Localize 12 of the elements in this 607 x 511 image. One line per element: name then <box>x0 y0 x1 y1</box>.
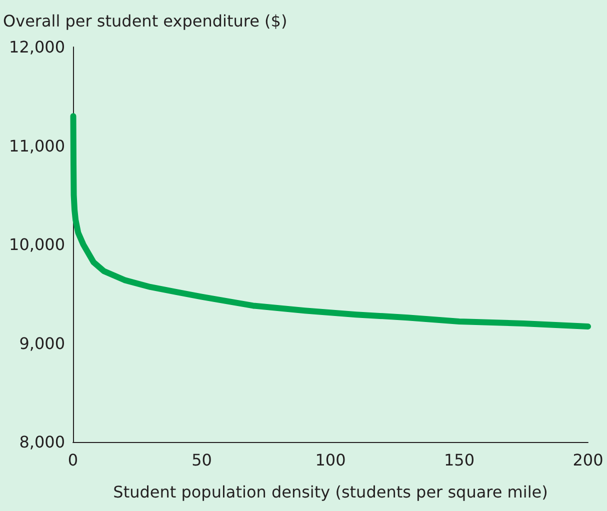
y-tick-label: 9,000 <box>19 334 65 353</box>
y-tick-label: 12,000 <box>9 38 65 56</box>
x-tick-label: 0 <box>68 450 78 470</box>
y-axis-title: Overall per student expenditure ($) <box>3 12 288 30</box>
y-tick-label: 10,000 <box>9 235 65 254</box>
x-tick-label: 100 <box>315 450 346 470</box>
x-tick-label: 150 <box>444 450 475 470</box>
x-tick-label: 200 <box>572 450 604 470</box>
y-tick-label: 8,000 <box>19 432 65 452</box>
x-tick-label: 50 <box>192 450 212 470</box>
y-tick-label: 11,000 <box>9 136 65 156</box>
x-axis-title: Student population density (students per square mile) <box>113 482 548 502</box>
